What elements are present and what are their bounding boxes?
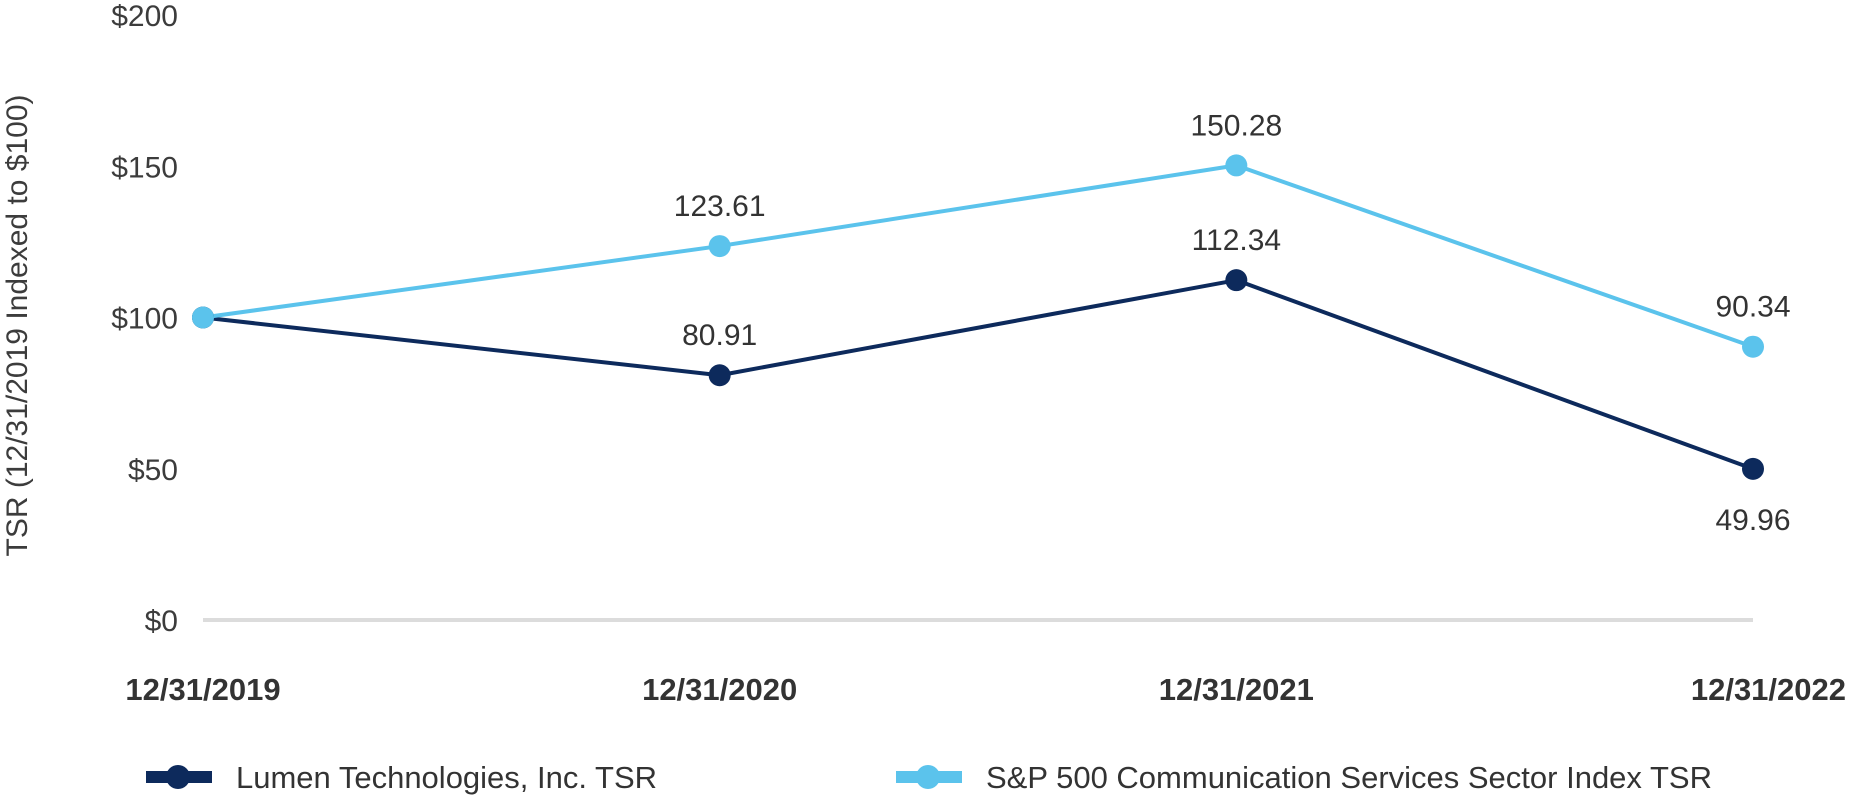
data-label: 49.96 <box>1715 504 1790 537</box>
data-point-sp500-comm-services <box>192 306 214 329</box>
series-line-lumen <box>202 278 1754 471</box>
y-tick-label: $0 <box>145 605 178 638</box>
data-label: 123.61 <box>674 190 766 223</box>
data-point-lumen <box>1225 269 1248 292</box>
data-point-lumen <box>1742 457 1764 480</box>
y-tick-label: $200 <box>111 0 178 33</box>
x-tick-label: 12/31/2020 <box>642 672 797 707</box>
legend-swatch-marker <box>916 765 940 789</box>
data-point-sp500-comm-services <box>708 235 731 258</box>
data-point-lumen <box>708 364 731 387</box>
y-axis-label: TSR (12/31/2019 Indexed to $100) <box>1 95 34 557</box>
data-point-sp500-comm-services <box>1742 335 1764 358</box>
x-tick-label: 12/31/2021 <box>1159 672 1314 707</box>
data-label: 90.34 <box>1715 291 1790 324</box>
data-point-sp500-comm-services <box>1225 154 1248 177</box>
series-line-sp500-comm-services <box>202 163 1754 349</box>
x-tick-label: 12/31/2019 <box>125 672 280 707</box>
legend-label: Lumen Technologies, Inc. TSR <box>236 760 657 795</box>
legend-swatch-marker <box>166 765 190 789</box>
y-tick-label: $100 <box>111 303 178 336</box>
x-tick-label: 12/31/2022 <box>1691 672 1846 707</box>
legend-label: S&P 500 Communication Services Sector In… <box>986 760 1712 795</box>
data-label: 150.28 <box>1190 109 1282 142</box>
y-tick-label: $50 <box>128 454 178 487</box>
y-tick-label: $150 <box>111 151 178 184</box>
data-label: 80.91 <box>682 319 757 352</box>
data-label: 112.34 <box>1192 224 1282 257</box>
